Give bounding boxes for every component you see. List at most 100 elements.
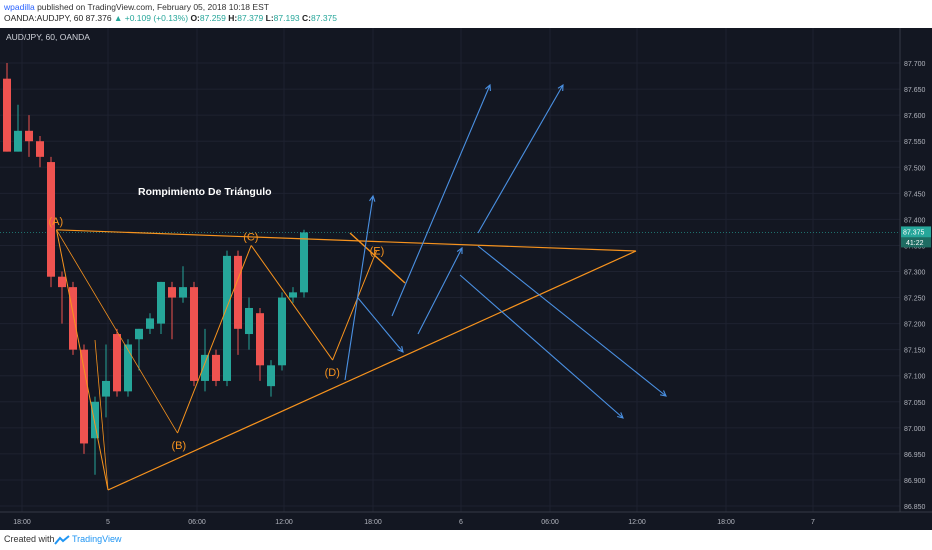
- y-tick-label: 86.850: [904, 504, 926, 511]
- author-link[interactable]: wpadilla: [4, 2, 35, 12]
- candle-body: [201, 354, 209, 381]
- last-price-text: 87.375: [903, 229, 925, 236]
- x-tick-label: 18:00: [13, 519, 31, 526]
- countdown-text: 41:22: [906, 240, 924, 247]
- candle-body: [135, 328, 143, 340]
- x-tick-label: 7: [811, 519, 815, 526]
- candle-body: [124, 344, 132, 392]
- candle-body: [14, 130, 22, 152]
- open-value: 87.259: [199, 13, 226, 23]
- candle-body: [300, 232, 308, 293]
- candle-body: [179, 287, 187, 298]
- projection-arrow: [417, 247, 463, 335]
- wave-a-b: [56, 229, 178, 434]
- projection-arrowhead: [660, 390, 667, 397]
- y-tick-label: 87.450: [904, 191, 926, 198]
- x-tick-label: 5: [106, 519, 110, 526]
- candle-body: [58, 276, 66, 288]
- y-tick-label: 86.900: [904, 478, 926, 485]
- candle-body: [113, 334, 121, 392]
- y-tick-label: 87.500: [904, 165, 926, 172]
- tradingview-logo-icon: [54, 535, 70, 545]
- candle-body: [278, 297, 286, 366]
- y-tick-label: 87.300: [904, 270, 926, 277]
- projection-arrow: [477, 245, 667, 397]
- candle-body: [91, 401, 99, 439]
- wave-point-label: (B): [172, 440, 187, 452]
- wave-low-up: [94, 339, 109, 491]
- x-tick-label: 12:00: [628, 519, 646, 526]
- tradingview-link[interactable]: TradingView: [72, 534, 122, 544]
- wave-point-label: (A): [49, 216, 64, 228]
- high-value: 87.379: [237, 13, 264, 23]
- candle-body: [36, 141, 44, 157]
- low-label: L:: [265, 13, 274, 23]
- projection-arrowhead: [456, 246, 463, 255]
- y-tick-label: 87.150: [904, 348, 926, 355]
- projection-arrowhead: [557, 83, 564, 92]
- candle-body: [267, 365, 275, 387]
- chart-area[interactable]: (A) (B) (C) (D) (E) 87.700 87.650 87.600 87.550…: [0, 28, 932, 530]
- x-tick-label: 18:00: [717, 519, 735, 526]
- projection-arrow: [477, 84, 564, 234]
- publication-header: wpadilla published on TradingView.com, F…: [0, 0, 932, 28]
- x-tick-label: 18:00: [364, 519, 382, 526]
- last-price-tag: [901, 226, 931, 238]
- x-tick-label: 06:00: [188, 519, 206, 526]
- candle-body: [234, 255, 242, 329]
- y-tick-label: 87.650: [904, 87, 926, 94]
- candle-body: [256, 313, 264, 366]
- y-tick-label: 87.200: [904, 322, 926, 329]
- x-tick-label: 12:00: [275, 519, 293, 526]
- candlestick-series: [3, 63, 308, 475]
- wave-point-label: (C): [243, 231, 258, 243]
- symbol-label: AUD/JPY, 60, OANDA: [6, 32, 90, 42]
- axes: 87.700 87.650 87.600 87.550 87.500 87.450 87.4…: [0, 28, 932, 526]
- y-tick-label: 87.550: [904, 139, 926, 146]
- low-value: 87.193: [273, 13, 300, 23]
- y-tick-label: 87.250: [904, 296, 926, 303]
- projection-arrowhead: [617, 412, 624, 419]
- triangle-lower-line: [107, 250, 637, 491]
- footer: Created with TradingView: [0, 530, 932, 550]
- close-value: 87.375: [311, 13, 338, 23]
- title-annotation: Rompimiento De Triángulo: [138, 186, 272, 198]
- candle-body: [190, 287, 198, 381]
- wave-d-e: [332, 250, 378, 361]
- wave-b-c: [177, 245, 252, 434]
- projection-arrow: [357, 297, 404, 353]
- candle-body: [69, 287, 77, 350]
- projection-arrow: [459, 274, 624, 419]
- y-tick-label: 87.000: [904, 426, 926, 433]
- open-label: O:: [190, 13, 200, 23]
- high-label: H:: [228, 13, 238, 23]
- price-chart[interactable]: (A) (B) (C) (D) (E) 87.700 87.650 87.600 87.550…: [0, 28, 932, 530]
- y-tick-label: 86.950: [904, 452, 926, 459]
- y-tick-label: 87.100: [904, 374, 926, 381]
- y-tick-label: 87.050: [904, 400, 926, 407]
- triangle-upper-line: [56, 229, 637, 252]
- wave-c-d-segment: [349, 232, 406, 284]
- x-tick-label: 06:00: [541, 519, 559, 526]
- projection-arrowhead: [369, 194, 376, 202]
- countdown-tag: [901, 237, 931, 248]
- projection-arrowhead: [397, 346, 404, 353]
- ohlc-line: OANDA:AUDJPY, 60 87.376 ▲ +0.109 (+0.13%…: [4, 13, 337, 23]
- y-tick-label: 87.600: [904, 113, 926, 120]
- projection-arrow: [391, 84, 491, 317]
- candle-body: [102, 380, 110, 397]
- candle-body: [245, 307, 253, 335]
- y-tick-label: 87.700: [904, 61, 926, 68]
- candle-body: [47, 162, 55, 277]
- candle-body: [157, 281, 165, 324]
- wave-c-d: [250, 245, 334, 361]
- created-with-text: Created with: [4, 534, 55, 544]
- candle-body: [25, 130, 33, 142]
- projection-arrowhead: [485, 83, 491, 92]
- publication-line: wpadilla published on TradingView.com, F…: [4, 2, 269, 12]
- wave-point-label: (D): [325, 367, 340, 379]
- pattern-drawings: (A) (B) (C) (D) (E): [49, 83, 667, 491]
- y-tick-label: 87.400: [904, 217, 926, 224]
- change-value: ▲ +0.109 (+0.13%): [113, 13, 189, 23]
- x-tick-label: 6: [459, 519, 463, 526]
